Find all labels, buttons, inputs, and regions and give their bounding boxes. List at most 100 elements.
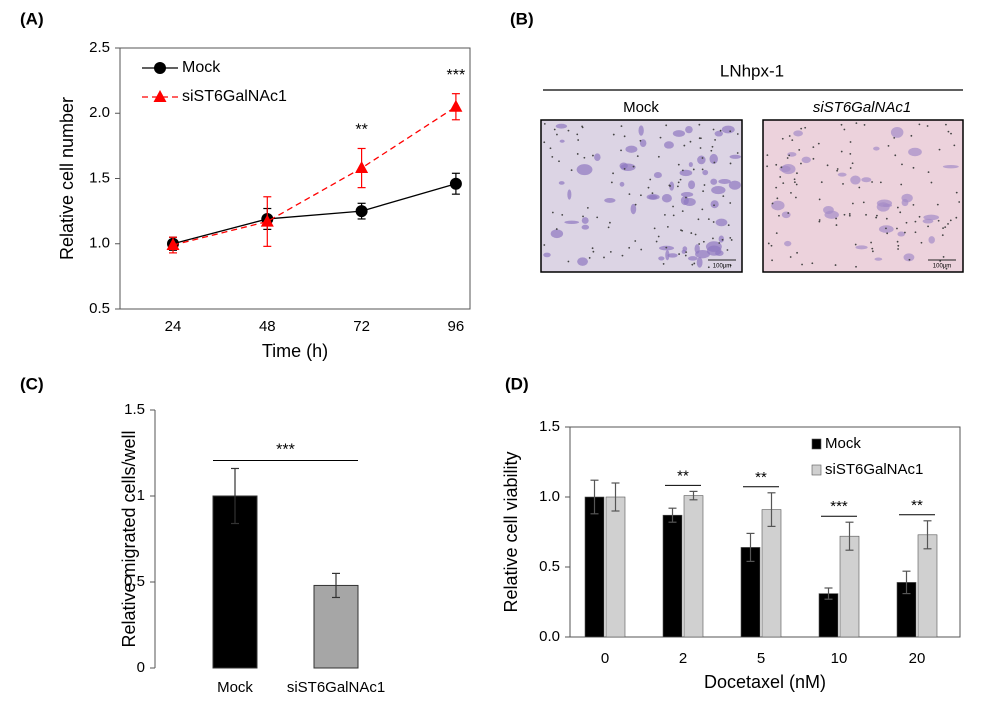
pore — [912, 166, 915, 169]
pore — [543, 244, 546, 246]
pore — [712, 237, 714, 240]
cell — [784, 240, 792, 247]
point — [449, 99, 463, 112]
pore — [721, 238, 724, 241]
pore — [729, 237, 732, 239]
pore — [697, 218, 700, 221]
pore — [719, 129, 722, 132]
pore — [865, 213, 867, 216]
y-tick-label: 0.5 — [124, 573, 145, 590]
pore — [937, 219, 940, 222]
pore — [647, 186, 650, 189]
bar — [761, 509, 782, 638]
pore — [640, 248, 643, 251]
pore — [766, 165, 769, 168]
scale-bar-label: 100μm — [933, 264, 951, 270]
pore — [910, 134, 913, 137]
series-line — [172, 183, 457, 245]
bar — [917, 534, 938, 638]
y-tick-label: 1.0 — [89, 235, 110, 252]
pore — [840, 150, 843, 153]
panel-label: (C) — [20, 374, 44, 393]
pore — [651, 192, 654, 195]
cell — [942, 165, 959, 169]
pore — [894, 154, 897, 157]
pore — [690, 232, 693, 234]
cell — [793, 130, 803, 137]
pore — [926, 125, 929, 127]
pore — [681, 169, 684, 172]
pore — [776, 197, 779, 200]
pore — [623, 168, 626, 170]
error-bar — [332, 572, 340, 599]
cell — [672, 130, 686, 137]
pore — [818, 198, 821, 201]
pore — [707, 266, 710, 269]
image-label: siST6GalNAc1 — [813, 99, 911, 116]
pore — [712, 221, 715, 223]
pore — [854, 243, 857, 246]
legend-label: siST6GalNAc1 — [825, 461, 923, 478]
error-bar — [668, 507, 677, 523]
pore — [918, 123, 921, 126]
error-bar — [689, 490, 698, 501]
cell — [688, 162, 693, 168]
panel-label: (B) — [510, 9, 534, 28]
pore — [879, 181, 882, 184]
y-tick-label: 1.0 — [539, 488, 560, 505]
cell — [837, 172, 847, 177]
pore — [801, 263, 803, 266]
pore — [698, 123, 701, 126]
cell — [665, 249, 670, 261]
pore — [678, 253, 681, 255]
pore — [780, 166, 783, 169]
pore — [666, 225, 669, 228]
pore — [711, 145, 714, 148]
cell — [695, 249, 710, 259]
pore — [567, 260, 570, 263]
pore — [942, 227, 944, 230]
cell — [688, 180, 696, 190]
pore — [849, 167, 852, 169]
y-tick-label: 2.5 — [89, 39, 110, 56]
pore — [700, 137, 702, 140]
pore — [953, 144, 956, 147]
pore — [899, 211, 902, 214]
pore — [905, 221, 908, 224]
cell — [696, 257, 703, 268]
pore — [555, 228, 558, 230]
pore — [955, 191, 958, 194]
bar — [212, 495, 258, 669]
bar — [584, 496, 605, 638]
cell — [705, 241, 722, 252]
pore — [676, 185, 679, 188]
cell — [669, 181, 675, 191]
cell — [824, 210, 839, 219]
pore — [685, 196, 687, 199]
pore — [778, 214, 780, 217]
pore — [949, 219, 952, 222]
pore — [701, 168, 704, 171]
pore — [927, 225, 929, 228]
pore — [558, 160, 560, 163]
pore — [787, 212, 790, 214]
pore — [775, 186, 778, 189]
cell — [711, 186, 726, 195]
pore — [817, 142, 820, 145]
pore — [947, 130, 950, 133]
pore — [596, 216, 599, 219]
pore — [677, 163, 680, 166]
pore — [730, 239, 733, 241]
pore — [849, 141, 852, 143]
pore — [942, 256, 945, 258]
pore — [936, 203, 939, 206]
pore — [702, 240, 705, 243]
micrograph — [540, 119, 743, 273]
pore — [659, 136, 662, 139]
pore — [843, 213, 846, 216]
pore — [657, 235, 660, 238]
pore — [947, 223, 949, 225]
bar — [683, 495, 704, 638]
cell — [702, 169, 709, 176]
point — [355, 161, 369, 174]
